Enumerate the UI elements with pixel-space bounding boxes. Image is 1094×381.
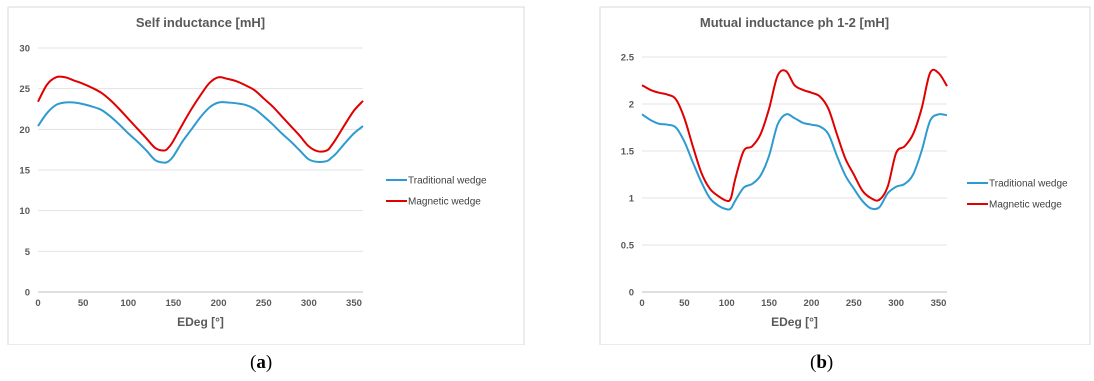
chart-1-ytick-label: 2: [629, 100, 634, 111]
caption-b-letter: b: [816, 352, 827, 373]
chart-1-series-line-traditional-wedge: [641, 113, 948, 211]
caption-a-close: ): [265, 352, 273, 373]
chart-0-ytick-label: 20: [19, 125, 30, 136]
chart-1-legend-label: Traditional wedge: [989, 179, 1068, 190]
mutual-inductance-chart: Mutual inductance ph 1-2 [mH] 0 0.5 1 1.5 2 2.…: [560, 0, 1094, 381]
chart-0-xtick-label: 200: [211, 298, 227, 309]
chart-0-ytick-label: 10: [19, 206, 30, 217]
chart-1-xtick-label: 350: [931, 298, 947, 309]
chart-1-ytick-label: 2.5: [621, 53, 635, 64]
caption-a-open: (: [250, 352, 257, 373]
chart-1-ytick-label: 0.5: [621, 241, 635, 252]
chart-1-ytick-label: 0: [629, 288, 634, 299]
chart-1-xtick-label: 0: [639, 298, 644, 309]
chart-0-series-line-magnetic-wedge: [37, 75, 364, 153]
chart-1-xtick-label: 300: [888, 298, 904, 309]
caption-b-close: ): [826, 352, 834, 373]
chart-1-xtick-label: 100: [719, 298, 735, 309]
chart-1-ytick-label: 1: [629, 194, 635, 205]
chart-0-xtick-label: 350: [346, 298, 362, 309]
chart-1-xtick-label: 50: [679, 298, 690, 309]
chart-0-legend-label: Magnetic wedge: [408, 197, 481, 208]
chart-1-xtick-label: 200: [804, 298, 820, 309]
chart-1-xtick-label: 150: [761, 298, 777, 309]
chart-0-xtick-label: 250: [256, 298, 272, 309]
chart-0-frame: [7, 6, 525, 346]
chart-1-ytick-label: 1.5: [621, 147, 635, 158]
chart-0-xtick-label: 300: [301, 298, 317, 309]
chart-0-xtick-label: 50: [78, 298, 89, 309]
chart-0-ytick-label: 5: [25, 247, 31, 258]
chart-0-xtick-label: 150: [165, 298, 181, 309]
mutual-inductance-chart-svg: Mutual inductance ph 1-2 [mH] 0 0.5 1 1.5 2 2.…: [599, 6, 1091, 346]
chart-1-series-line-magnetic-wedge: [641, 68, 948, 203]
chart-0-title: Self inductance [mH]: [136, 15, 265, 30]
chart-0-ytick-label: 25: [19, 84, 30, 95]
chart-1-xaxis-label: EDeg [°]: [771, 315, 818, 329]
chart-0-ytick-label: 15: [19, 166, 30, 177]
caption-b-open: (: [810, 352, 817, 373]
chart-1-legend-label: Magnetic wedge: [989, 200, 1062, 211]
chart-0-xtick-label: 100: [120, 298, 136, 309]
chart-0-series-line-traditional-wedge: [37, 101, 364, 164]
chart-0-xaxis-label: EDeg [°]: [177, 315, 224, 329]
chart-0-ytick-label: 30: [19, 44, 30, 55]
chart-0-xtick-label: 0: [35, 298, 40, 309]
caption-a: (a): [250, 352, 272, 374]
chart-1-xtick-label: 250: [846, 298, 862, 309]
chart-1-title: Mutual inductance ph 1-2 [mH]: [700, 15, 889, 30]
caption-a-letter: a: [256, 352, 266, 373]
chart-0-ytick-label: 0: [25, 288, 30, 299]
chart-0-legend-label: Traditional wedge: [408, 176, 487, 187]
self-inductance-chart: Self inductance [mH] 0 5 10 15 20 25 30 0 50 100 15…: [0, 0, 530, 381]
caption-b: (b): [810, 352, 833, 374]
